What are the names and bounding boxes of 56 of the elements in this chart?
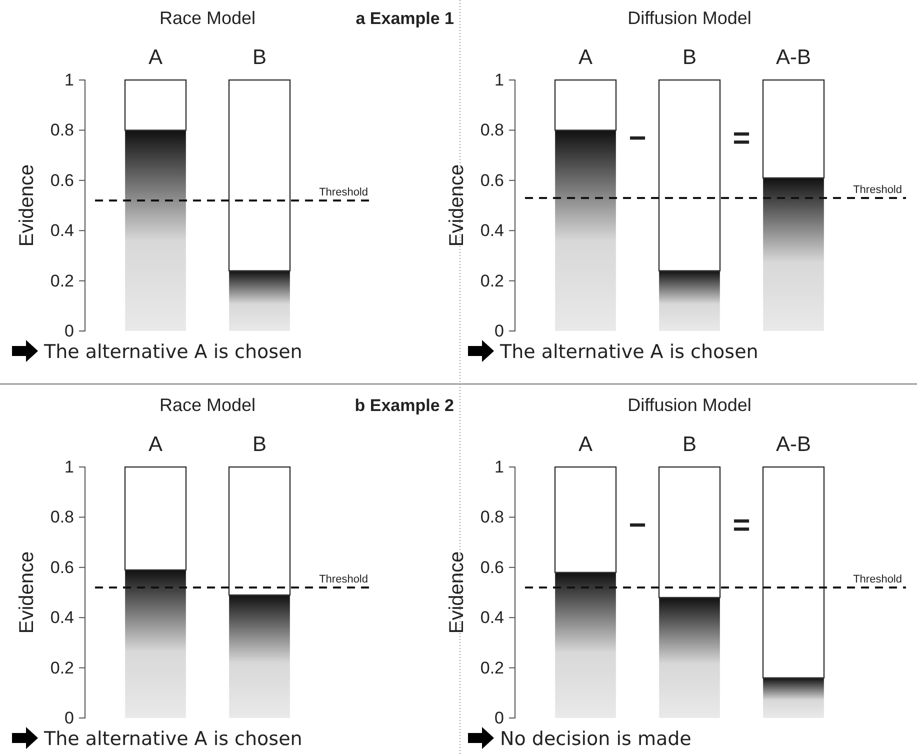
y-tick-label: 0	[64, 708, 74, 728]
ref-line-label: Threshold	[853, 573, 902, 586]
y-tick-label: 1	[494, 457, 504, 476]
x-tick-label: A	[578, 433, 593, 456]
annotation: =	[732, 509, 750, 542]
y-tick-label: 0.2	[480, 658, 504, 678]
ref-line-label: Threshold	[319, 186, 368, 198]
y-tick-label: 0.8	[50, 120, 74, 140]
chart-title: Race Model	[159, 8, 256, 28]
y-tick-label: 1	[64, 70, 74, 90]
annotation: −	[628, 509, 646, 542]
text: The alternative A is chosen	[43, 341, 302, 363]
text: The alternative A is chosen	[43, 728, 302, 750]
y-tick-label: 0.6	[480, 170, 504, 190]
y-tick-label: 0.8	[480, 508, 504, 527]
chart-title: Diffusion Model	[628, 8, 752, 28]
chart-title: Diffusion Model	[628, 395, 752, 415]
y-axis-title: Evidence	[446, 551, 468, 634]
y-tick-label: 0.4	[480, 608, 504, 628]
chart-title: Race Model	[159, 395, 256, 415]
y-tick-label: 0.8	[480, 120, 504, 140]
y-tick-label: 0.4	[480, 221, 504, 240]
y-axis-title: Evidence	[16, 551, 38, 634]
chart-subtitle: b Example 2	[354, 396, 454, 415]
y-tick-label: 0.8	[50, 508, 74, 527]
x-tick-label: B	[252, 433, 267, 456]
y-tick-label: 1	[64, 457, 74, 476]
x-tick-label: A-B	[776, 46, 812, 69]
y-tick-label: 0	[64, 321, 74, 340]
y-axis-title: Evidence	[16, 164, 38, 247]
x-tick-label: B	[682, 46, 697, 69]
chart-subtitle: a Example 1	[356, 9, 454, 28]
y-tick-label: 0	[494, 321, 504, 340]
y-tick-label: 0.4	[50, 221, 74, 240]
y-tick-label: 0.6	[50, 558, 74, 577]
x-tick-label: A	[578, 46, 593, 69]
ref-line-label: Threshold	[853, 184, 902, 196]
y-tick-label: 1	[494, 70, 504, 90]
y-tick-label: 0.4	[50, 608, 74, 628]
y-tick-label: 0.2	[50, 271, 74, 290]
annotation: −	[628, 122, 646, 156]
y-tick-label: 0	[494, 708, 504, 728]
y-tick-label: 0.6	[50, 170, 74, 190]
text: No decision is made	[500, 728, 692, 750]
x-tick-label: A-B	[776, 433, 812, 456]
ref-line-label: Threshold	[319, 573, 368, 586]
x-tick-label: B	[682, 433, 697, 456]
x-tick-label: A	[148, 433, 163, 456]
text: The alternative A is chosen	[499, 341, 758, 363]
y-tick-label: 0.6	[480, 558, 504, 577]
x-tick-label: A	[148, 46, 163, 69]
y-axis-title: Evidence	[446, 164, 468, 247]
x-tick-label: B	[252, 46, 267, 69]
y-tick-label: 0.2	[480, 271, 504, 290]
annotation: =	[732, 122, 750, 156]
y-tick-label: 0.2	[50, 658, 74, 678]
